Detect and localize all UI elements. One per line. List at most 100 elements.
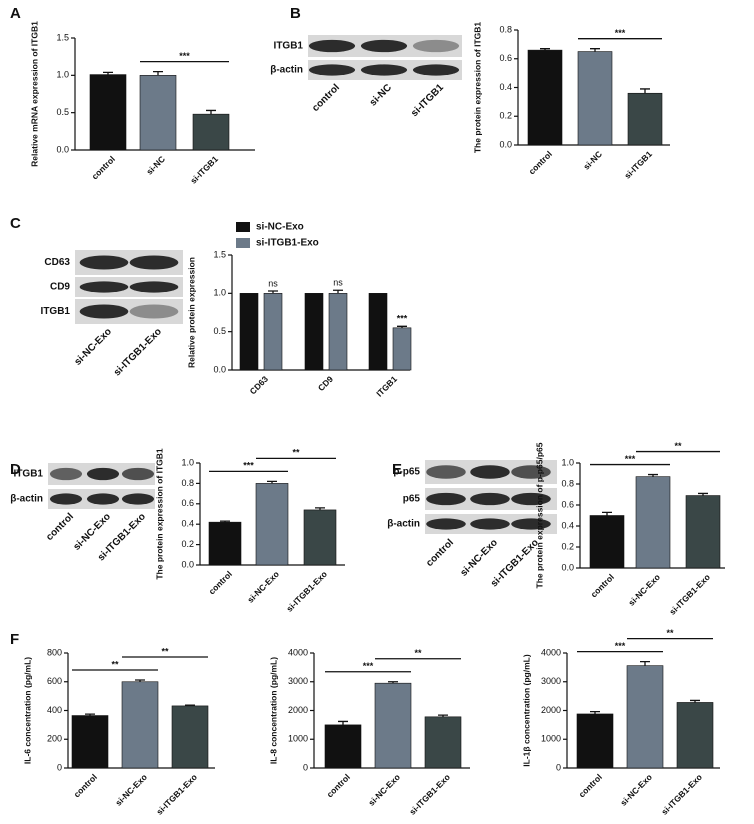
error-bar <box>185 704 195 706</box>
blot-band <box>121 493 155 505</box>
blot-band <box>129 304 179 319</box>
blot-band <box>129 281 179 293</box>
blot-band <box>79 281 129 293</box>
significance-label: *** <box>363 661 374 671</box>
significance-label: *** <box>615 28 626 38</box>
y-axis-label: IL-8 concentration (pg/mL) <box>268 657 278 764</box>
bar <box>324 724 362 769</box>
blot-band <box>412 64 460 76</box>
error-bar <box>698 492 708 496</box>
x-tick-label: control <box>527 149 554 176</box>
blot-lane-label: si-NC <box>368 82 394 108</box>
error-bar <box>388 681 398 684</box>
blot-row-label: ITGB1 <box>274 41 304 52</box>
error-bar <box>540 48 550 51</box>
bar <box>71 715 109 769</box>
blot-band <box>360 64 408 76</box>
error-bar <box>206 109 216 115</box>
legend-swatch <box>236 222 250 232</box>
x-tick-label: si-ITGB1-Exo <box>659 772 704 817</box>
blot-lane-label: si-ITGB1 <box>409 82 446 119</box>
x-tick-label: si-NC-Exo <box>113 772 149 808</box>
x-tick-label: si-NC-Exo <box>626 572 662 608</box>
error-bar <box>397 325 407 328</box>
blot-lane-label: si-NC-Exo <box>458 537 500 579</box>
blot-band <box>308 64 356 76</box>
bar <box>576 713 614 769</box>
x-tick-label: CD63 <box>248 374 271 397</box>
significance-label: *** <box>243 461 254 471</box>
panel-label: A <box>10 5 21 22</box>
blot-band <box>49 467 83 481</box>
blot-lane-label: control <box>44 511 76 543</box>
significance-label: *** <box>615 641 626 651</box>
blot-band <box>470 518 510 530</box>
error-bar <box>267 480 277 484</box>
x-tick-label: si-ITGB1-Exo <box>154 772 199 817</box>
bar <box>627 92 663 146</box>
y-tick-label: 2000 <box>288 705 308 715</box>
y-tick-label: 0.0 <box>213 364 226 374</box>
significance-label: *** <box>397 314 408 324</box>
panel-label: B <box>290 5 301 22</box>
bar <box>263 293 283 371</box>
x-tick-label: si-ITGB1-Exo <box>407 772 452 817</box>
blot-band <box>470 492 510 506</box>
y-axis-label: IL-1β concentration (pg/mL) <box>521 654 531 767</box>
bar <box>527 49 563 146</box>
x-tick-label: si-NC-Exo <box>366 772 402 808</box>
legend-swatch <box>236 238 250 248</box>
bar <box>171 705 209 769</box>
blot-band <box>129 255 179 270</box>
panel-label: F <box>10 631 19 648</box>
bar <box>392 327 412 371</box>
y-axis-label: The protein expression of p-p65/p65 <box>534 442 544 588</box>
error-bar <box>590 711 600 714</box>
y-tick-label: 0.2 <box>181 539 194 549</box>
blot-row-label: β-actin <box>270 65 303 76</box>
y-tick-label: 0.4 <box>181 519 194 529</box>
y-tick-label: 0.8 <box>561 478 574 488</box>
x-tick-label: control <box>589 572 616 599</box>
blot-row-label: ITGB1 <box>14 469 44 480</box>
blot-band <box>308 39 356 53</box>
y-tick-label: 0.8 <box>499 24 512 34</box>
blot-band <box>79 304 129 319</box>
y-tick-label: 0.6 <box>181 498 194 508</box>
y-tick-label: 0.2 <box>561 541 574 551</box>
blot-band <box>86 467 120 481</box>
x-tick-label: si-NC-Exo <box>618 772 654 808</box>
significance-label: ** <box>666 628 674 638</box>
bar <box>626 665 664 769</box>
error-bar <box>315 507 325 510</box>
x-tick-label: control <box>90 154 117 181</box>
x-tick-label: si-NC-Exo <box>245 569 281 605</box>
blot-band <box>49 493 83 505</box>
y-tick-label: 1000 <box>541 734 561 744</box>
blot-row-label: p-p65 <box>393 467 420 478</box>
y-tick-label: 0.0 <box>181 559 194 569</box>
blot-lane-label: si-NC-Exo <box>72 326 114 368</box>
legend-label: si-ITGB1-Exo <box>256 238 319 249</box>
error-bar <box>153 70 163 76</box>
x-tick-label: control <box>577 772 604 799</box>
blot-band <box>86 493 120 505</box>
panel-label: E <box>392 461 402 478</box>
y-tick-label: 4000 <box>288 647 308 657</box>
y-tick-label: 1.0 <box>561 457 574 467</box>
blot-band <box>511 492 551 506</box>
bar <box>89 74 127 151</box>
bar <box>685 495 721 569</box>
x-tick-label: si-ITGB1 <box>622 149 654 181</box>
y-tick-label: 0.6 <box>561 499 574 509</box>
y-tick-label: 600 <box>47 676 62 686</box>
panel-label: D <box>10 461 21 478</box>
x-tick-label: CD9 <box>316 374 335 393</box>
y-tick-label: 0 <box>57 762 62 772</box>
bar <box>368 293 388 371</box>
y-tick-label: 4000 <box>541 647 561 657</box>
bar <box>303 509 337 566</box>
bar <box>121 681 159 769</box>
significance-label: ** <box>414 648 422 658</box>
